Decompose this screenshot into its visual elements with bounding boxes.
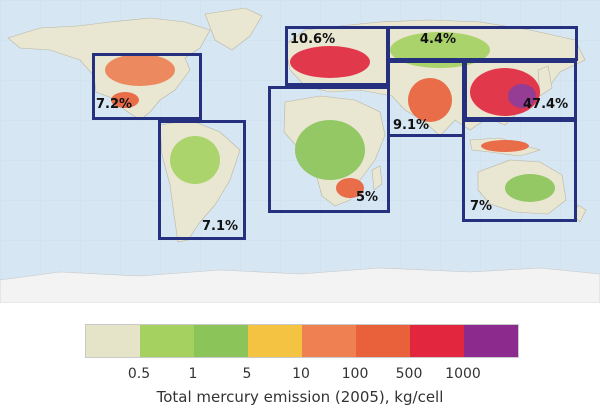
legend-tick-0: 0.5: [127, 366, 151, 382]
legend-tick-4: 100: [341, 366, 369, 382]
legend-swatch-0: [86, 325, 140, 357]
legend-tick-1: 1: [188, 366, 198, 382]
hotspot-south-america: [170, 136, 220, 184]
madagascar-land: [371, 165, 383, 191]
legend-color-bar: [85, 324, 519, 358]
region-box-south-america: [158, 120, 246, 240]
legend-swatch-2: [194, 325, 248, 357]
legend-caption: Total mercury emission (2005), kg/cell: [156, 388, 444, 406]
region-label-russia: 4.4%: [420, 32, 457, 47]
legend-tick-3: 10: [292, 366, 310, 382]
hotspot-central-america: [111, 92, 139, 108]
region-label-africa: 5%: [356, 190, 379, 205]
hotspot-south-africa: [336, 178, 364, 198]
legend-tick-6: 1000: [445, 366, 481, 382]
hotspot-east-china: [508, 84, 536, 108]
japan-land: [537, 65, 553, 97]
region-box-east-asia: [464, 60, 577, 120]
region-label-east-asia: 47.4%: [523, 97, 569, 112]
region-box-russia: [387, 26, 578, 61]
hotspot-australia: [505, 174, 555, 202]
legend-swatch-1: [140, 325, 194, 357]
region-box-oceania: [462, 119, 577, 222]
legend-tick-5: 500: [395, 366, 423, 382]
legend-swatch-6: [410, 325, 464, 357]
antarctica-land: [0, 267, 600, 303]
region-label-middle-east-south-asia: 9.1%: [393, 118, 430, 133]
region-box-africa: [268, 86, 390, 213]
hotspot-india: [408, 78, 452, 122]
world-map-graphic: [0, 0, 600, 303]
legend-swatch-7: [464, 325, 518, 357]
region-box-middle-east-south-asia: [387, 60, 465, 137]
world-map: 7.2% 7.1% 10.6% 4.4% 5% 9.1% 47.4% 7%: [0, 0, 600, 303]
hotspot-africa: [295, 120, 365, 180]
hotspot-europe: [290, 46, 370, 78]
legend-tick-2: 5: [242, 366, 252, 382]
region-box-north-america: [92, 53, 202, 120]
legend-swatch-5: [356, 325, 410, 357]
hotspot-north-america: [105, 54, 175, 86]
legend-swatch-3: [248, 325, 302, 357]
hotspot-indonesia: [481, 140, 529, 152]
legend-swatch-4: [302, 325, 356, 357]
region-label-europe: 10.6%: [290, 32, 336, 47]
region-label-oceania: 7%: [470, 199, 493, 214]
greenland-land: [204, 7, 263, 51]
region-label-south-america: 7.1%: [202, 219, 239, 234]
region-label-north-america: 7.2%: [96, 97, 133, 112]
